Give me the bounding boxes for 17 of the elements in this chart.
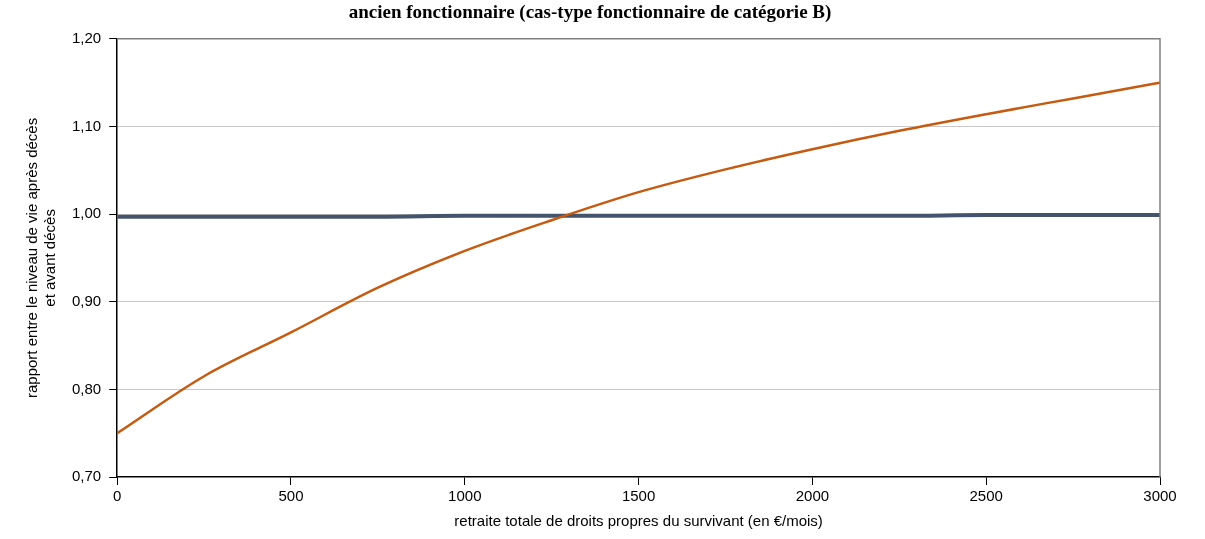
chart-title: ancien fonctionnaire (cas-type fonctionnaire de catégorie B)	[348, 1, 832, 24]
x-axis-title: retraite totale de droits propres du survivant (en €/mois)	[454, 512, 823, 530]
y-tick-label: 1,10	[71, 116, 102, 134]
x-tick-label: 2500	[969, 487, 1003, 505]
x-tick-label: 1500	[621, 487, 656, 505]
x-tick-label: 1000	[448, 487, 482, 505]
y-tick-label: 1,00	[71, 204, 102, 222]
x-tick-label: 0	[113, 487, 122, 505]
y-tick-label: 0,70	[71, 467, 102, 485]
y-tick-label: 1,20	[71, 28, 102, 46]
y-tick-label: 0,90	[71, 291, 102, 309]
line-series	[117, 81, 1160, 435]
x-tick-label: 2000	[795, 487, 830, 505]
x-tick-label: 3000	[1143, 487, 1177, 505]
y-tick-label: 0,80	[71, 379, 102, 397]
y-axis-title: rapport entre le niveau de vie après décès et avant décès	[23, 117, 59, 398]
x-tick-label: 500	[278, 487, 304, 505]
